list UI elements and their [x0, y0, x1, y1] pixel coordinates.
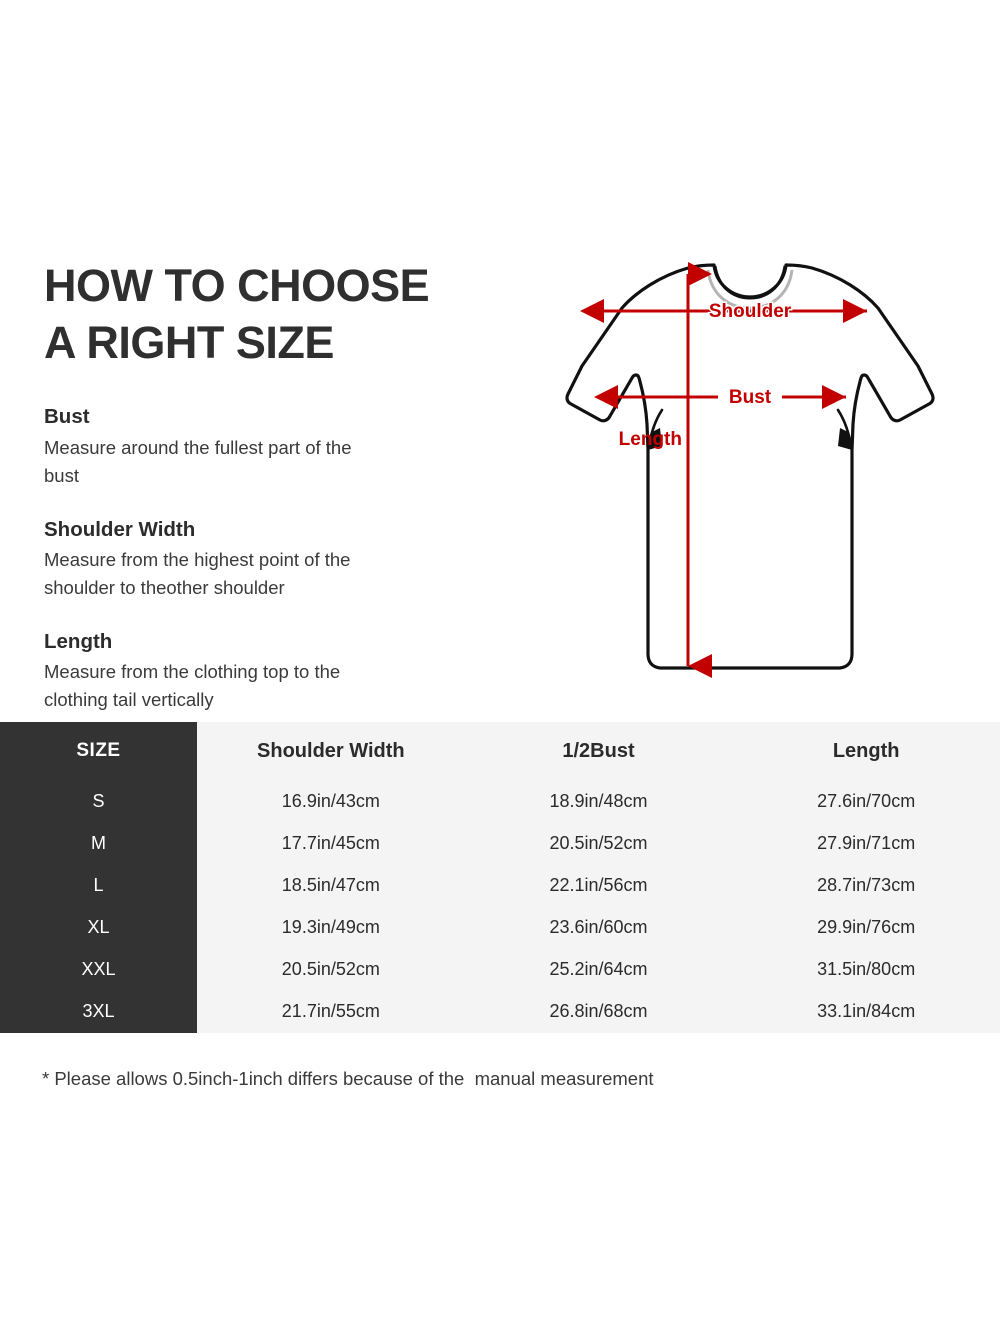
table-cell-shoulder: 21.7in/55cm	[281, 1001, 380, 1022]
table-cell-bust: 20.5in/52cm	[549, 832, 648, 853]
table-cell-shoulder: 17.7in/45cm	[281, 832, 380, 853]
table-row: L	[93, 874, 104, 895]
shoulder-dimension: Shoulder	[580, 299, 867, 324]
table-cell-length: 31.5in/80cm	[817, 959, 916, 980]
measure-desc-bust: Measure around the fullest part of the b…	[44, 437, 352, 486]
table-cell-shoulder: 16.9in/43cm	[281, 790, 380, 811]
table-cell-bust: 25.2in/64cm	[549, 959, 648, 980]
size-column: SIZE S M L XL XXL 3XL	[0, 722, 197, 1033]
length-dimension-label: Length	[619, 429, 682, 450]
tshirt-outline	[565, 263, 935, 670]
table-cell-bust: 22.1in/56cm	[549, 874, 648, 895]
table-header-shoulder-width: Shoulder Width	[257, 739, 405, 762]
table-cell-length: 28.7in/73cm	[817, 874, 916, 895]
table-cell-length: 33.1in/84cm	[817, 1001, 916, 1022]
bust-dimension: Bust	[594, 385, 846, 409]
measure-desc-shoulder-width: Measure from the highest point of the sh…	[44, 549, 351, 598]
measure-term-shoulder-width: Shoulder Width	[44, 517, 196, 541]
table-header-size: SIZE	[76, 740, 121, 761]
table-header-half-bust: 1/2Bust	[562, 739, 635, 762]
table-cell-bust: 18.9in/48cm	[549, 790, 648, 811]
measure-term-bust: Bust	[44, 405, 90, 429]
measure-group-bust: Bust Measure around the fullest part of …	[44, 403, 494, 489]
table-cell-length: 27.6in/70cm	[817, 790, 916, 811]
measurement-disclaimer: * Please allows 0.5inch-1inch differs be…	[42, 1068, 654, 1089]
page-title: HOW TO CHOOSE A RIGHT SIZE	[44, 260, 430, 368]
table-row: XL	[87, 917, 110, 938]
measure-desc-length: Measure from the clothing top to the clo…	[44, 661, 341, 711]
length-dimension: Length	[619, 262, 712, 678]
table-cell-bust: 23.6in/60cm	[549, 917, 648, 938]
collar-icon	[706, 265, 794, 310]
table-header-length: Length	[832, 739, 900, 762]
table-cell-length: 27.9in/71cm	[817, 832, 916, 853]
table-cell-shoulder: 18.5in/47cm	[281, 874, 380, 895]
values-column: Shoulder Width 1/2Bust Length 16.9in/43c…	[197, 722, 1000, 1033]
table-row: XXL	[81, 959, 116, 980]
measure-term-length: Length	[44, 629, 113, 653]
table-cell-shoulder: 20.5in/52cm	[281, 959, 380, 980]
table-row: 3XL	[82, 1001, 115, 1022]
table-cell-shoulder: 19.3in/49cm	[281, 917, 380, 938]
table-cell-bust: 26.8in/68cm	[549, 1001, 648, 1022]
table-cell-length: 29.9in/76cm	[817, 917, 916, 938]
size-table: SIZE S M L XL XXL 3XL Shoulder Width 1/2…	[0, 722, 1000, 1033]
bust-dimension-label: Bust	[729, 387, 772, 408]
measure-group-length: Length Measure from the clothing top to …	[44, 628, 494, 714]
tshirt-diagram: Shoulder Bust Length	[500, 250, 1000, 690]
shoulder-dimension-label: Shoulder	[709, 301, 792, 322]
measure-group-shoulder-width: Shoulder Width Measure from the highest …	[44, 516, 494, 602]
table-row: S	[92, 790, 105, 811]
info-block: HOW TO CHOOSE A RIGHT SIZE Bust Measure …	[44, 258, 494, 714]
table-row: M	[91, 832, 106, 853]
